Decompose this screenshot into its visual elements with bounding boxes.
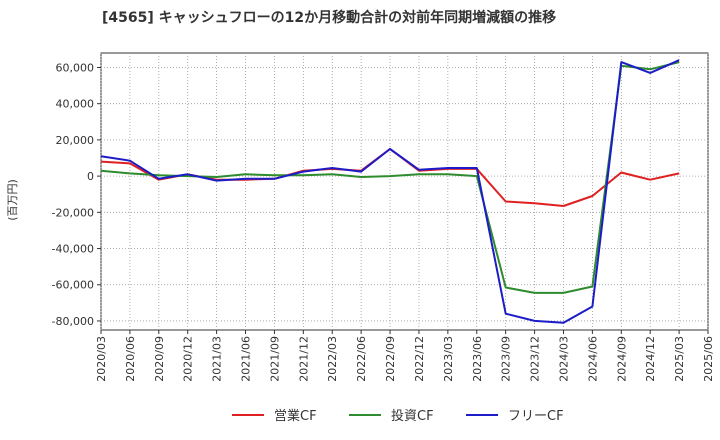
legend-label: フリーCF (508, 409, 564, 424)
y-tick-label: 60,000 (56, 61, 95, 74)
y-tick-label: -60,000 (52, 279, 94, 292)
y-tick-label: -80,000 (52, 315, 94, 328)
x-tick-label: 2021/03 (211, 336, 224, 382)
x-tick-label: 2023/06 (471, 336, 484, 382)
x-tick-label: 2021/09 (268, 336, 281, 382)
x-tick-label: 2021/12 (297, 336, 310, 382)
x-tick-label: 2024/12 (644, 336, 657, 382)
x-tick-label: 2020/03 (95, 336, 108, 382)
x-tick-label: 2022/09 (384, 336, 397, 382)
y-tick-label: -20,000 (52, 206, 94, 219)
x-tick-label: 2023/03 (442, 336, 455, 382)
x-tick-label: 2022/06 (355, 336, 368, 382)
y-tick-label: 20,000 (56, 134, 95, 147)
y-tick-label: -40,000 (52, 243, 94, 256)
y-tick-label: 0 (87, 170, 94, 183)
x-tick-label: 2023/09 (500, 336, 513, 382)
x-axis: 2020/03 2020/06 2020/09 2020/12 2021/03 2021/… (95, 330, 715, 382)
x-tick-label: 2020/06 (124, 336, 137, 382)
legend: 営業CF 投資CF フリーCF (232, 408, 564, 424)
chart-title: [4565] キャッシュフローの12か月移動合計の対前年同期増減額の推移 (102, 9, 556, 26)
x-tick-label: 2025/06 (702, 336, 715, 382)
x-tick-label: 2025/03 (673, 336, 686, 382)
y-axis-label: (百万円) (6, 179, 19, 221)
x-tick-label: 2023/12 (529, 336, 542, 382)
x-tick-label: 2024/03 (557, 336, 570, 382)
series-lines (100, 59, 680, 324)
x-tick-label: 2024/06 (586, 336, 599, 382)
series-line (100, 59, 680, 324)
x-tick-label: 2020/09 (153, 336, 166, 382)
y-axis: 60,000 40,000 20,000 0 -20,000 -40,000 -60,000… (52, 61, 101, 328)
legend-label: 投資CF (391, 408, 434, 424)
x-tick-label: 2022/03 (326, 336, 339, 382)
x-tick-label: 2022/12 (413, 336, 426, 382)
x-tick-label: 2020/12 (182, 336, 195, 382)
y-tick-label: 40,000 (56, 98, 95, 111)
x-tick-label: 2024/09 (615, 336, 628, 382)
legend-label: 営業CF (274, 408, 317, 424)
x-tick-label: 2021/06 (240, 336, 253, 382)
